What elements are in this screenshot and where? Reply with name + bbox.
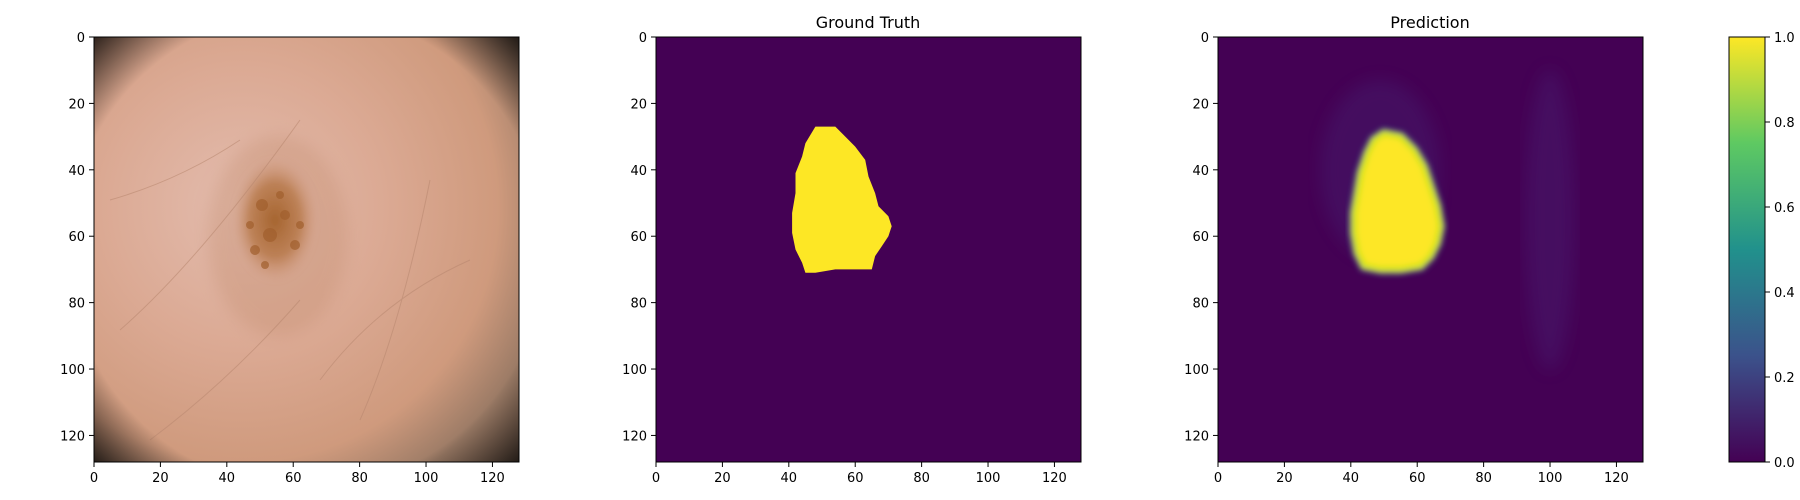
panel-title: Ground Truth [816, 13, 921, 32]
y-tick-label: 0 [77, 31, 85, 46]
x-tick-label: 100 [1538, 471, 1563, 486]
colorbar-tick-label: 0.2 [1774, 371, 1795, 386]
input-image-panel [93, 36, 520, 463]
x-tick-label: 20 [714, 471, 731, 486]
y-tick-label: 120 [60, 429, 85, 444]
x-tick-label: 120 [480, 471, 505, 486]
colorbar-ticks: 0.0 0.2 0.4 0.6 0.8 1.0 [1765, 31, 1795, 471]
y-tick-label: 80 [630, 297, 647, 312]
image-vignette [94, 37, 519, 462]
x-tick-label: 120 [1042, 471, 1067, 486]
x-tick-label: 60 [285, 471, 302, 486]
axes-frame [93, 36, 520, 463]
x-tick-label: 80 [913, 471, 930, 486]
colorbar-tick-label: 0.8 [1774, 116, 1795, 131]
y-tick-label: 60 [1192, 230, 1209, 245]
x-tick-label: 100 [414, 471, 439, 486]
x-tick-label: 0 [652, 471, 660, 486]
y-tick-label: 60 [68, 230, 85, 245]
prediction-core [1351, 130, 1444, 273]
y-tick-label: 40 [630, 164, 647, 179]
y-tick-label: 40 [1192, 164, 1209, 179]
colorbar-tick-label: 1.0 [1774, 31, 1795, 46]
ground-truth-panel [655, 36, 1082, 463]
axis-ticks: 0 20 40 60 80 100 120 0 20 40 60 80 100 120 0 20 40 60 80 1… [60, 31, 1629, 486]
x-tick-label: 60 [847, 471, 864, 486]
x-tick-label: 80 [1475, 471, 1492, 486]
y-tick-label: 20 [630, 97, 647, 112]
y-tick-label: 60 [630, 230, 647, 245]
x-tick-label: 100 [976, 471, 1001, 486]
y-tick-label: 100 [60, 363, 85, 378]
colorbar-tick-label: 0.0 [1774, 456, 1795, 471]
y-tick-label: 100 [1184, 363, 1209, 378]
x-tick-label: 0 [1214, 471, 1222, 486]
y-tick-label: 120 [622, 429, 647, 444]
panel-title: Prediction [1390, 13, 1469, 32]
ground-truth-mask [792, 126, 892, 273]
y-tick-label: 20 [68, 97, 85, 112]
x-tick-label: 40 [781, 471, 798, 486]
y-tick-label: 120 [1184, 429, 1209, 444]
x-tick-label: 20 [1276, 471, 1293, 486]
x-tick-label: 40 [1343, 471, 1360, 486]
y-tick-label: 40 [68, 164, 85, 179]
x-tick-label: 40 [219, 471, 236, 486]
x-tick-label: 80 [351, 471, 368, 486]
colorbar-tick-label: 0.6 [1774, 201, 1795, 216]
x-tick-label: 60 [1409, 471, 1426, 486]
axes-frame [655, 36, 1082, 463]
x-tick-label: 0 [90, 471, 98, 486]
colorbar: 0.0 0.2 0.4 0.6 0.8 1.0 [1728, 31, 1795, 471]
y-tick-label: 0 [1201, 31, 1209, 46]
faint-activation [1525, 70, 1575, 370]
colorbar-gradient [1728, 36, 1766, 463]
y-tick-label: 80 [1192, 297, 1209, 312]
axes-frame [1217, 36, 1644, 463]
prediction-panel [1217, 36, 1644, 463]
prediction-blob [1349, 127, 1446, 275]
x-tick-label: 20 [152, 471, 169, 486]
y-tick-label: 20 [1192, 97, 1209, 112]
y-tick-label: 0 [639, 31, 647, 46]
y-tick-label: 80 [68, 297, 85, 312]
y-tick-label: 100 [622, 363, 647, 378]
colorbar-tick-label: 0.4 [1774, 286, 1795, 301]
x-tick-label: 120 [1604, 471, 1629, 486]
